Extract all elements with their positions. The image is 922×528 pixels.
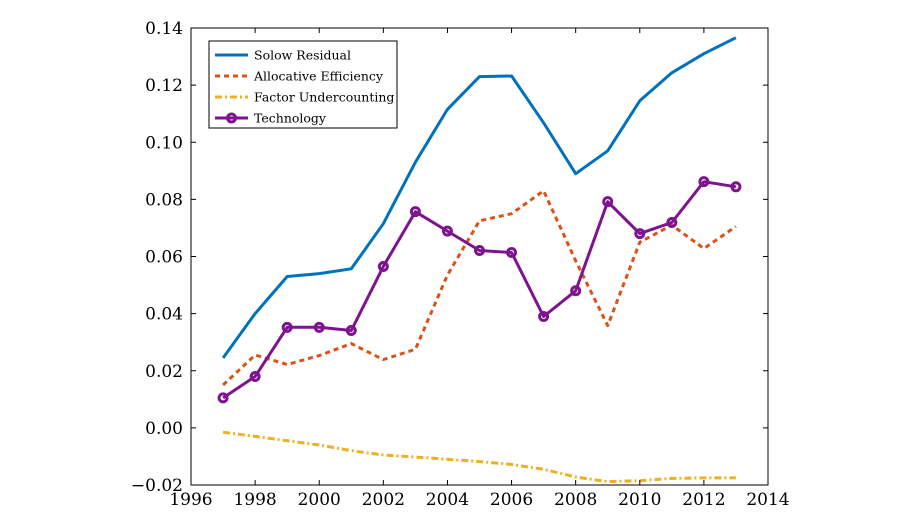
data-point-technology bbox=[698, 176, 710, 188]
legend: Solow Residual Allocative Efficiency Facto… bbox=[208, 40, 398, 129]
x-tick-label: 2010 bbox=[618, 490, 661, 510]
data-point-technology bbox=[474, 245, 485, 257]
data-point-technology bbox=[281, 321, 293, 333]
y-tick-label: −0.02 bbox=[131, 476, 183, 496]
data-point-technology bbox=[538, 310, 550, 322]
data-point-technology bbox=[313, 321, 325, 333]
axes: 1996 1998 2000 2002 2004 2006 2008 2010 2012 2014… bbox=[131, 19, 790, 510]
y-tick-label: 0.00 bbox=[145, 419, 183, 439]
x-tick-label: 2012 bbox=[682, 490, 725, 510]
data-point-technology bbox=[377, 260, 389, 272]
x-tick-label: 2000 bbox=[298, 490, 341, 510]
x-tick-label: 2006 bbox=[490, 490, 533, 510]
series-line-allocative-efficiency bbox=[222, 189, 737, 387]
data-point-technology bbox=[409, 206, 421, 218]
x-tick-label: 2008 bbox=[554, 490, 597, 510]
data-point-technology bbox=[570, 285, 582, 297]
y-tick-label: 0.04 bbox=[145, 305, 183, 325]
x-tick-label: 2004 bbox=[426, 490, 469, 510]
series-line-factor-undercounting bbox=[222, 430, 736, 484]
data-point-technology bbox=[602, 196, 614, 208]
x-tick-label: 1996 bbox=[169, 490, 212, 510]
data-point-technology bbox=[441, 225, 453, 237]
legend-marker-technology bbox=[226, 112, 237, 124]
y-tick-label: 0.06 bbox=[145, 248, 183, 268]
data-point-technology bbox=[634, 228, 646, 240]
y-tick-label: 0.12 bbox=[145, 76, 183, 96]
x-tick-label: 2002 bbox=[362, 490, 405, 510]
x-tick-label: 1998 bbox=[233, 490, 276, 510]
series-line-technology bbox=[222, 180, 737, 400]
legend-label-solow-residual: Solow Residual bbox=[254, 48, 351, 63]
legend-label-technology: Technology bbox=[254, 111, 327, 126]
x-tick-label: 2014 bbox=[746, 490, 789, 510]
data-point-technology bbox=[249, 370, 261, 382]
series-group bbox=[217, 36, 742, 484]
legend-label-allocative-efficiency: Allocative Efficiency bbox=[253, 69, 384, 84]
data-point-technology bbox=[217, 392, 229, 404]
y-tick-label: 0.08 bbox=[145, 190, 183, 210]
data-point-technology bbox=[730, 181, 742, 193]
legend-label-factor-undercounting: Factor Undercounting bbox=[254, 90, 394, 105]
series-line-solow-residual bbox=[221, 36, 737, 359]
data-point-technology bbox=[506, 247, 518, 259]
data-point-technology bbox=[345, 324, 357, 336]
data-point-technology bbox=[666, 217, 678, 229]
y-tick-label: 0.02 bbox=[145, 362, 183, 382]
y-tick-label: 0.10 bbox=[145, 133, 183, 153]
y-tick-label: 0.14 bbox=[145, 19, 183, 39]
